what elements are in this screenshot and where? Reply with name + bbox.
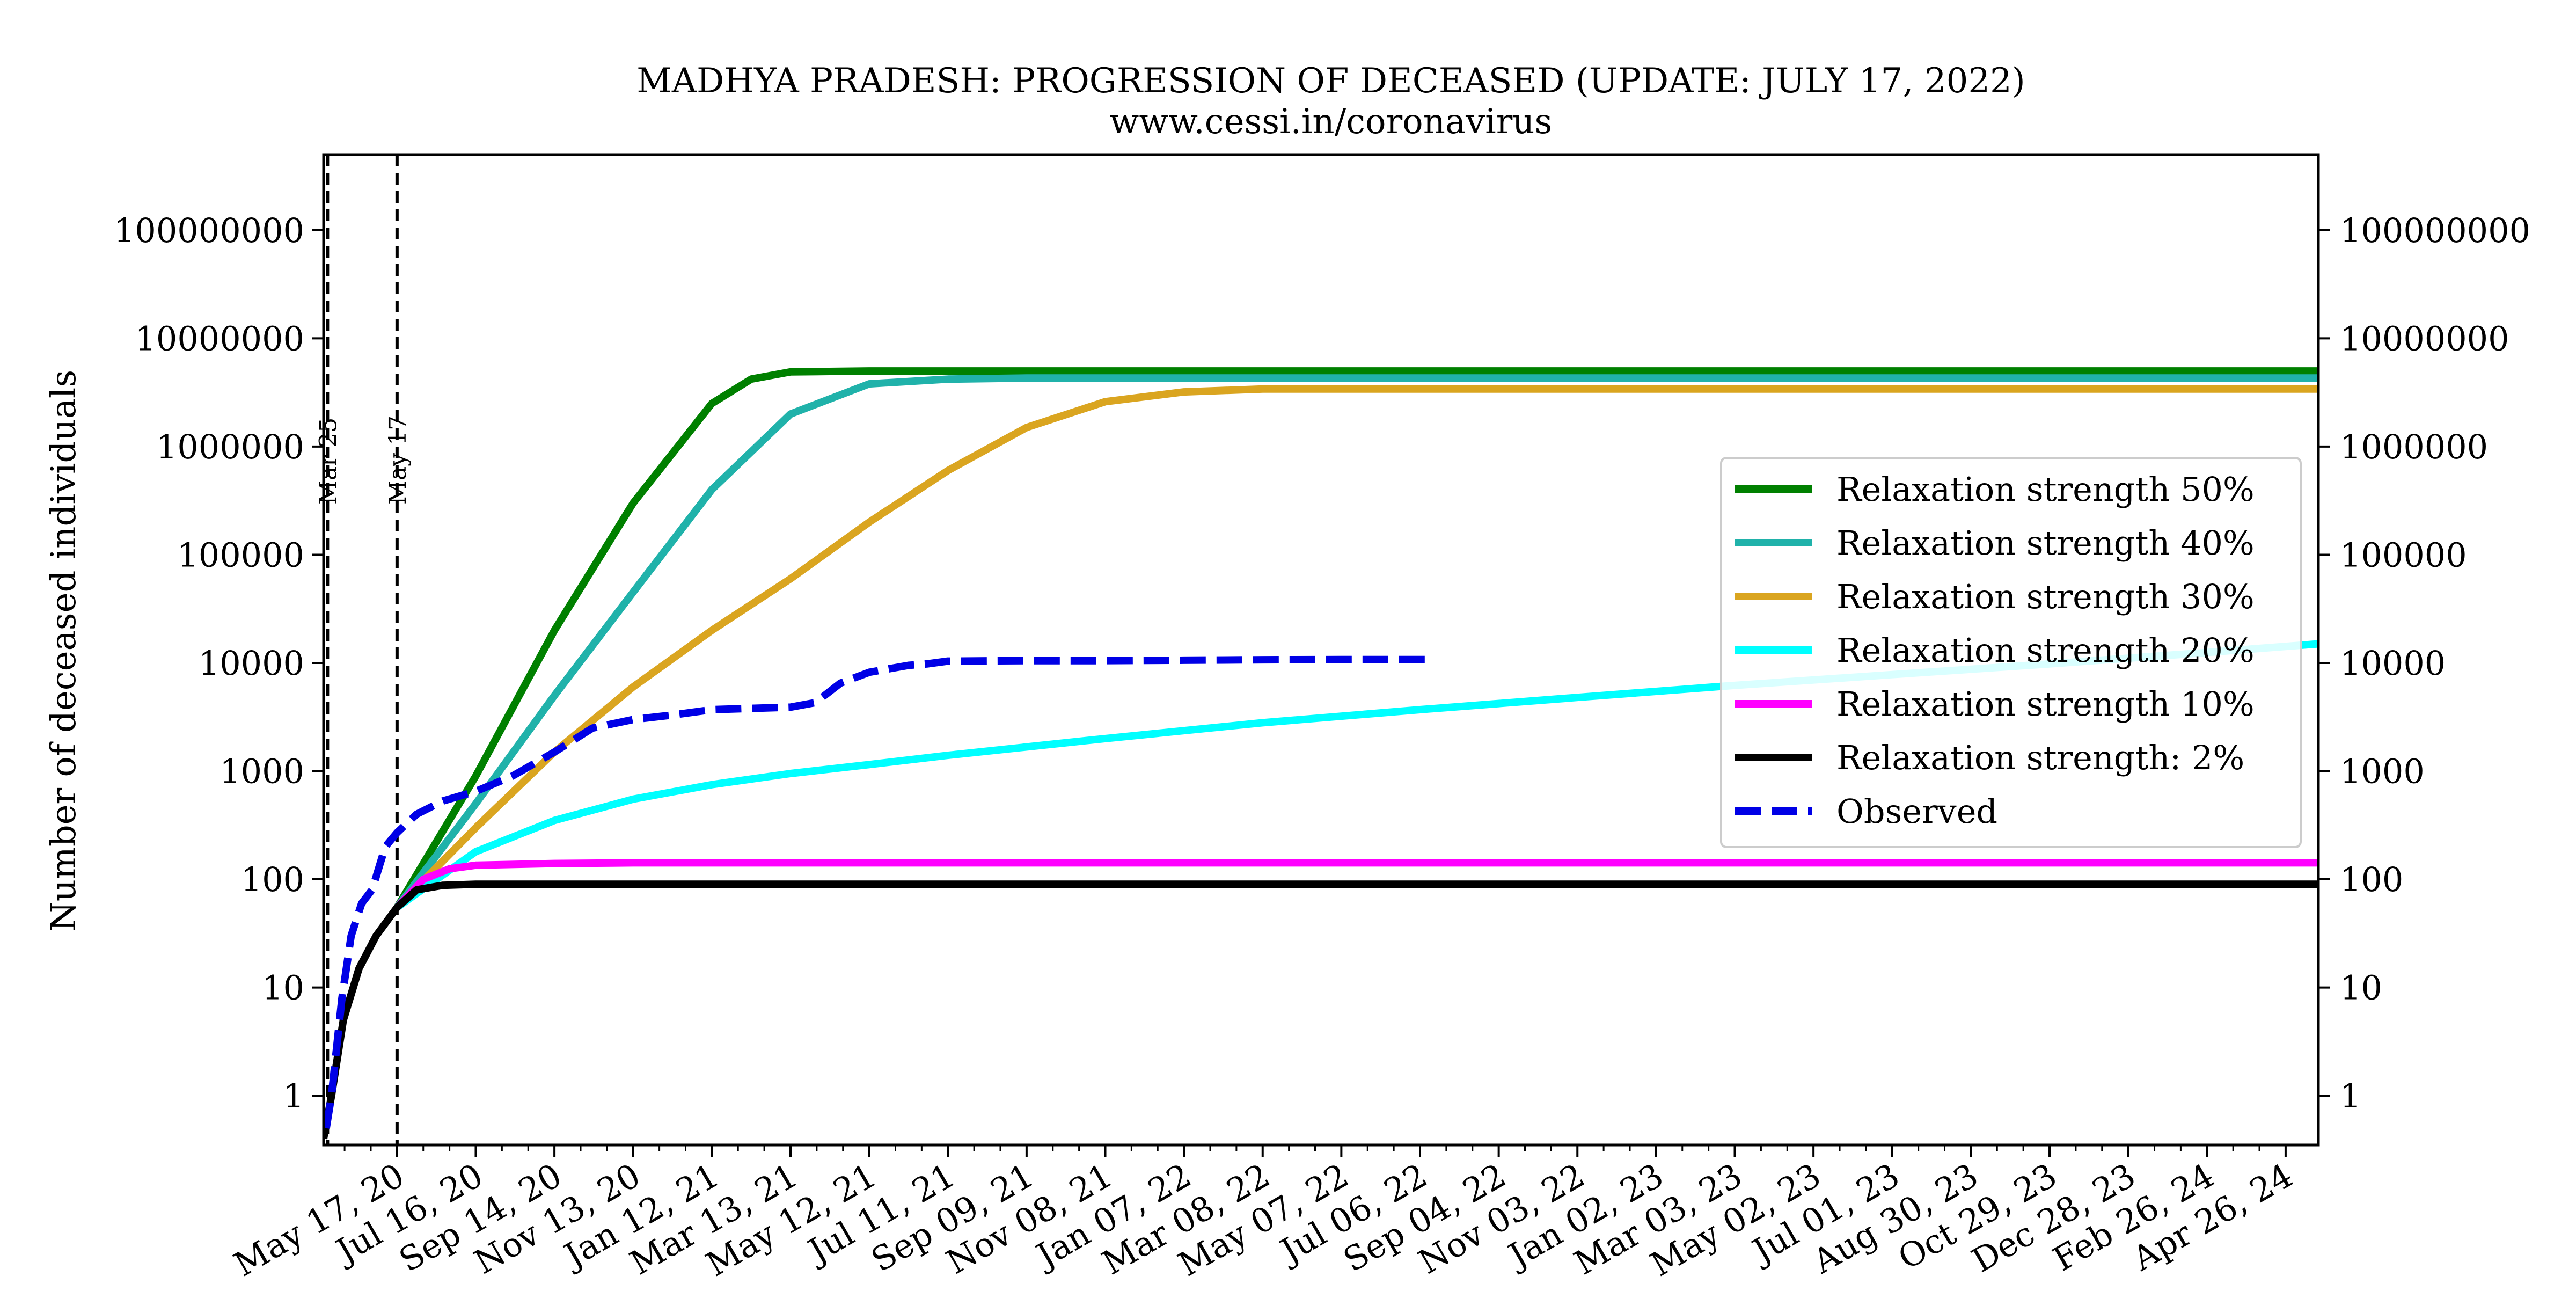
- legend-label-0: Relaxation strength 50%: [1836, 470, 2255, 509]
- axes-frame: [322, 153, 2320, 1147]
- vline-label-0: Mar 25: [314, 418, 342, 505]
- ytick-label-left-8: 100000000: [114, 211, 304, 250]
- vline-label-1: May 17: [384, 415, 412, 505]
- ytick-label-right-2: 100: [2340, 860, 2403, 899]
- legend-label-3: Relaxation strength 20%: [1836, 631, 2255, 670]
- legend-label-2: Relaxation strength 30%: [1836, 577, 2255, 616]
- legend-box: [1720, 457, 2302, 848]
- ytick-label-left-1: 10: [262, 968, 304, 1008]
- legend-label-1: Relaxation strength 40%: [1836, 523, 2255, 563]
- ytick-label-right-4: 10000: [2340, 644, 2446, 683]
- ytick-label-left-0: 1: [283, 1076, 304, 1115]
- ytick-label-right-0: 1: [2340, 1076, 2361, 1115]
- series-group: [324, 367, 2318, 1140]
- ytick-label-left-4: 10000: [199, 644, 304, 683]
- series-line-6: [324, 655, 1435, 1129]
- ytick-label-right-7: 10000000: [2340, 319, 2509, 358]
- chart-subtitle: www.cessi.in/coronavirus: [1110, 102, 1553, 142]
- series-line-0: [393, 367, 2318, 909]
- series-line-1: [394, 374, 2318, 910]
- legend: Relaxation strength 50% Relaxation streng…: [1720, 457, 2302, 848]
- legend-label-5: Relaxation strength: 2%: [1836, 738, 2244, 777]
- legend-label-4: Relaxation strength 10%: [1836, 684, 2255, 724]
- ytick-label-right-5: 100000: [2340, 535, 2467, 574]
- chart-title: MADHYA PRADESH: PROGRESSION OF DECEASED …: [636, 61, 2025, 101]
- ytick-label-right-1: 10: [2340, 968, 2382, 1008]
- series-line-5: [324, 880, 2318, 1140]
- ytick-label-left-2: 100: [241, 860, 304, 899]
- ytick-label-right-6: 1000000: [2340, 427, 2488, 466]
- ytick-label-left-3: 1000: [219, 752, 304, 791]
- legend-label-6: Observed: [1836, 792, 1997, 831]
- ytick-label-left-6: 1000000: [156, 427, 304, 466]
- ytick-label-right-8: 100000000: [2340, 211, 2530, 250]
- ytick-label-left-7: 10000000: [135, 319, 304, 358]
- y-axis-label: Number of deceased individuals: [44, 370, 84, 931]
- series-line-4: [394, 859, 2318, 910]
- ytick-label-right-3: 1000: [2340, 752, 2425, 791]
- ytick-label-left-5: 100000: [177, 535, 304, 574]
